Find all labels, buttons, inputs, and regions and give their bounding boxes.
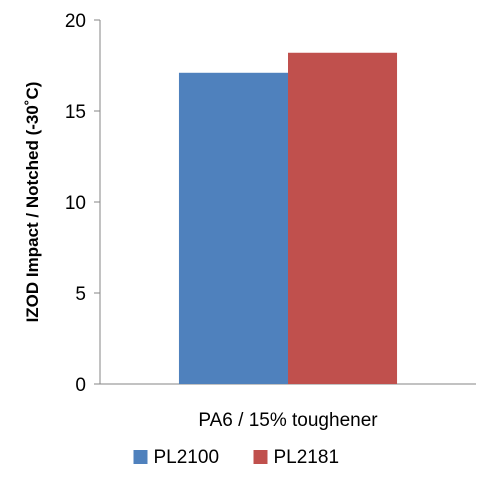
y-tick-label: 5 [75, 284, 86, 305]
y-tick-label: 10 [65, 193, 86, 214]
legend-label-pl2181: PL2181 [274, 447, 340, 468]
y-axis-label: IZOD Impact / Notched (-30˚C) [23, 82, 42, 323]
y-tick-label: 0 [75, 375, 86, 396]
legend-label-pl2100: PL2100 [154, 447, 220, 468]
y-tick-label: 20 [65, 11, 86, 32]
y-ticks: 0 5 10 15 20 [65, 11, 100, 396]
bars [178, 52, 398, 384]
bar-pl2100 [178, 72, 288, 384]
x-category-labels: PA6 / 15% toughener [198, 410, 378, 431]
plot-area: 0 5 10 15 20 [65, 11, 476, 396]
legend: PL2100 PL2181 [133, 447, 340, 468]
bar-pl2181 [288, 52, 398, 384]
x-category-label: PA6 / 15% toughener [198, 410, 378, 431]
legend-swatch-pl2181 [253, 450, 268, 464]
y-tick-label: 15 [65, 102, 86, 123]
legend-swatch-pl2100 [133, 450, 148, 464]
